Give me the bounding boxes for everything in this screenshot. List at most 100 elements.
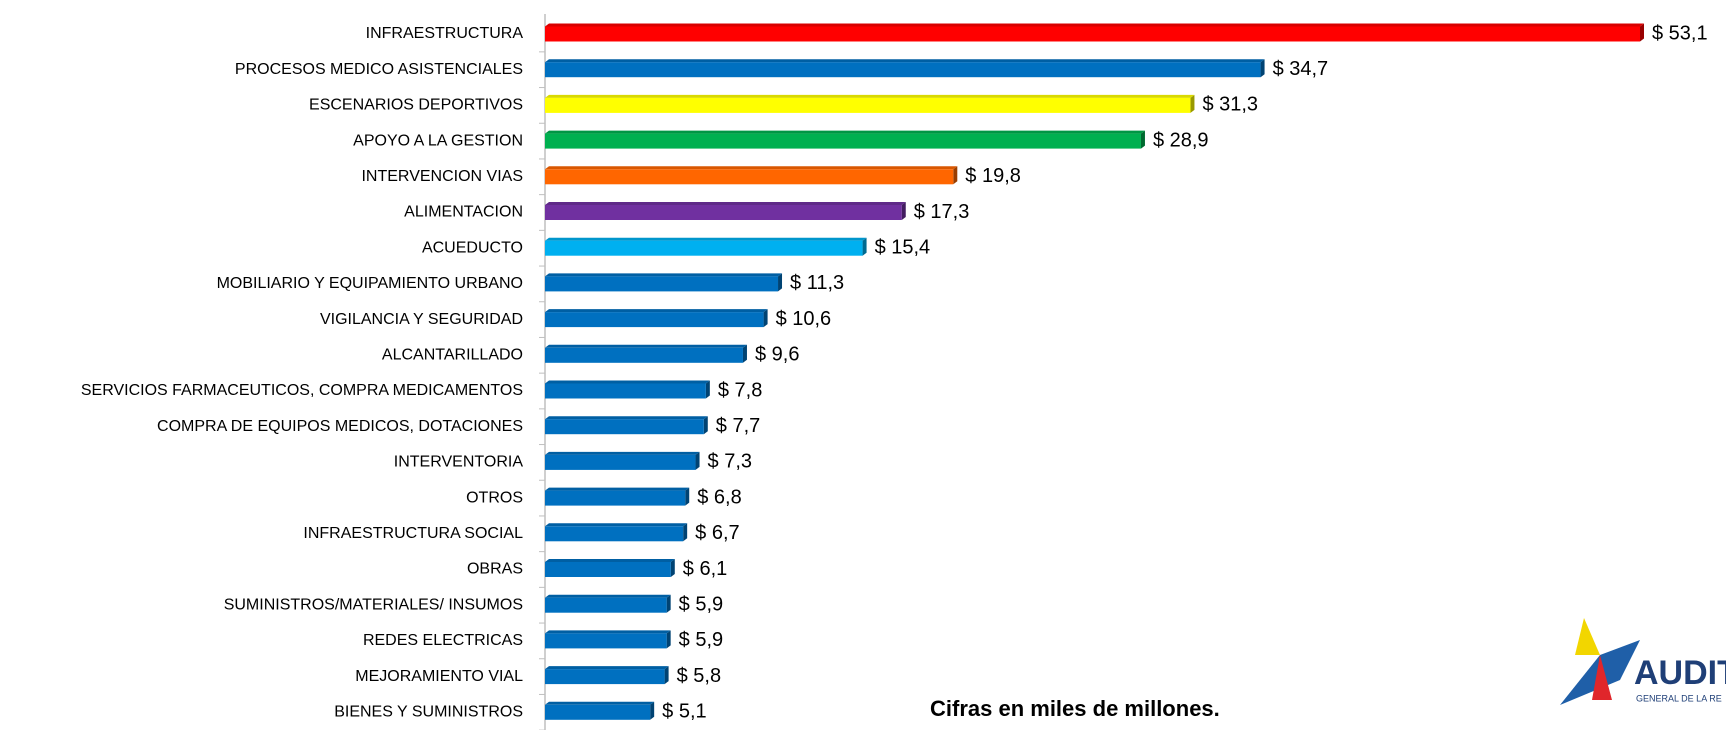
category-label: OBRAS [467,561,523,578]
category-label: APOYO A LA GESTION [353,132,523,149]
bar [545,419,704,435]
category-label: INTERVENTORIA [394,454,524,471]
value-label: $ 17,3 [914,201,970,223]
bar-top [545,523,688,527]
value-label: $ 53,1 [1652,22,1708,44]
value-label: $ 6,1 [683,558,727,580]
category-label: INFRAESTRUCTURA SOCIAL [303,525,523,542]
bar-top [545,487,690,491]
bar [545,97,1191,113]
category-label: MOBILIARIO Y EQUIPAMIENTO URBANO [217,275,523,292]
value-label: $ 28,9 [1153,129,1209,151]
bar-top [545,344,747,348]
value-label: $ 10,6 [776,308,832,330]
bar-side [1260,59,1265,78]
bar-side [650,701,655,720]
bar-top [545,273,783,277]
value-label: $ 9,6 [755,344,799,366]
bar [545,312,764,328]
value-label: $ 11,3 [790,272,844,294]
category-label: SUMINISTROS/MATERIALES/ INSUMOS [224,596,523,613]
bar [545,347,743,363]
value-label: $ 6,7 [695,522,739,544]
bar-top [545,309,768,313]
bar [545,454,696,470]
bar-side [778,273,783,292]
bar-top [545,594,671,598]
bar-top [545,23,1644,27]
value-label: $ 6,8 [697,486,741,508]
bar-side [1640,23,1644,42]
bar-side [705,380,710,399]
bar-side [763,309,768,328]
category-label: INFRAESTRUCTURA [366,25,524,42]
bar-top [545,380,710,384]
value-label: $ 5,9 [679,629,723,651]
value-label: $ 15,4 [875,236,931,258]
bar-side [1190,94,1195,113]
bar-side [695,451,700,470]
logo-subtitle: GENERAL DE LA RE [1636,693,1722,703]
bar-side [742,344,747,363]
logo-shape [1592,655,1612,700]
category-label: ACUEDUCTO [422,239,523,256]
value-label: $ 7,7 [716,415,760,437]
bar [545,26,1640,42]
bar-side [666,630,671,649]
bar [545,490,686,506]
bar-top [545,630,671,634]
bar [545,562,671,577]
logo: AUDIT GENERAL DE LA RE [1560,618,1726,705]
value-label: $ 5,1 [662,701,706,723]
bar-side [685,487,690,506]
bar-top [545,202,906,205]
annotation: Cifras en miles de millones. [930,696,1220,721]
value-label: $ 19,8 [965,165,1021,187]
bar-side [953,166,958,185]
category-label: OTROS [466,489,523,506]
bar-top [545,451,700,455]
bar [545,526,684,542]
value-label: $ 5,8 [677,665,721,687]
value-label: $ 31,3 [1202,94,1258,116]
bar-top [545,416,708,420]
bar [545,669,665,685]
category-label: VIGILANCIA Y SEGURIDAD [320,311,523,328]
category-label: COMPRA DE EQUIPOS MEDICOS, DOTACIONES [157,418,523,435]
category-label: BIENES Y SUMINISTROS [334,704,523,721]
bar-top [545,59,1265,63]
value-label: $ 7,3 [708,451,752,473]
bar [545,62,1261,78]
bar-side [664,666,669,685]
bar-side [683,523,688,542]
bar-side [670,559,675,577]
bar-top [545,166,958,170]
bar [545,205,902,220]
bar-side [862,237,867,256]
bar [545,240,863,256]
bar-side [1140,130,1145,149]
bar-side [666,594,671,613]
bar-top [545,94,1195,98]
value-label: $ 5,9 [679,593,723,615]
bar [545,383,706,399]
bar-top [545,666,669,670]
bar [545,169,954,185]
category-label: REDES ELECTRICAS [363,632,523,649]
category-label: ALIMENTACION [404,204,523,221]
logo-shape [1575,618,1600,655]
value-label: $ 7,8 [718,379,762,401]
bar [545,133,1141,149]
bar-top [545,701,655,705]
bar-side [901,202,906,220]
bar [545,276,779,292]
bar [545,633,667,649]
bar-top [545,559,675,562]
bar-top [545,130,1145,134]
bar [545,704,651,720]
category-label: ALCANTARILLADO [382,347,523,364]
category-label: ESCENARIOS DEPORTIVOS [309,97,523,114]
category-label: SERVICIOS FARMACEUTICOS, COMPRA MEDICAME… [81,382,523,399]
category-label: PROCESOS MEDICO ASISTENCIALES [235,61,523,78]
